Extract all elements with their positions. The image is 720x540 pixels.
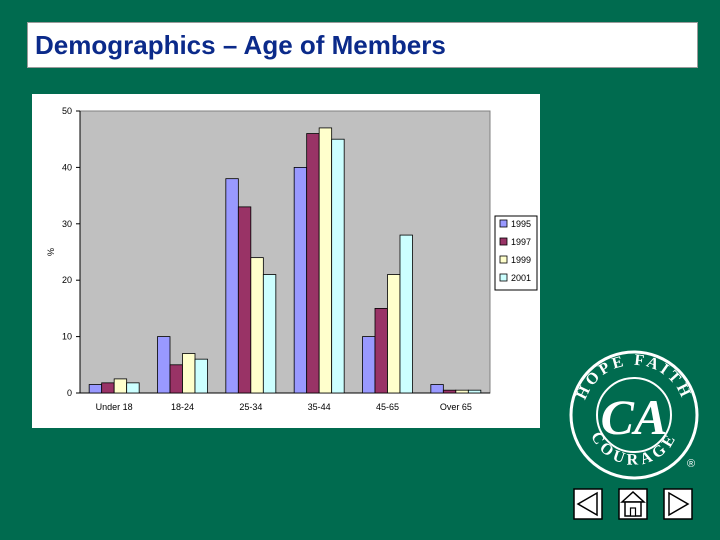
y-tick-label: 10 — [62, 332, 72, 342]
legend-label-1995: 1995 — [511, 219, 531, 229]
y-tick-label: 0 — [67, 388, 72, 398]
x-tick-label: 35-44 — [308, 402, 331, 412]
bar-chart: 0 10 20 30 40 50% Under 18 18-24 25-34 35-44 45-65… — [46, 106, 538, 412]
bar-1997-Under 18 — [101, 382, 115, 394]
bar-1999-18-24 — [182, 353, 196, 394]
y-tick-label: 30 — [62, 219, 72, 229]
legend-label-1997: 1997 — [511, 237, 531, 247]
bar-1995-Over 65 — [430, 384, 444, 394]
legend-swatch-1999 — [499, 255, 508, 264]
bar-1997-Over 65 — [442, 389, 457, 394]
x-tick-label: 18-24 — [171, 402, 194, 412]
title-box: Demographics – Age of Members — [27, 22, 698, 68]
x-tick-label: 45-65 — [376, 402, 399, 412]
home-icon — [618, 488, 648, 520]
bar-1997-18-24 — [169, 364, 183, 394]
triangle-left-icon — [573, 488, 603, 520]
bar-2001-25-34 — [262, 274, 277, 394]
back-button[interactable] — [573, 488, 603, 520]
x-tick-label: Under 18 — [96, 402, 133, 412]
bar-1999-35-44 — [318, 127, 333, 394]
legend-label-1999: 1999 — [511, 255, 531, 265]
bar-1995-Under 18 — [88, 384, 103, 394]
bar-2001-Under 18 — [126, 382, 140, 394]
legend-swatch-2001 — [499, 273, 508, 282]
bar-1995-25-34 — [225, 178, 239, 394]
bar-1999-25-34 — [250, 257, 264, 394]
forward-button[interactable] — [663, 488, 693, 520]
bar-1997-35-44 — [306, 133, 320, 394]
plot-area — [79, 110, 491, 394]
y-tick-label: 20 — [62, 275, 72, 285]
chart-panel: 0 10 20 30 40 50% Under 18 18-24 25-34 35-44 45-65… — [32, 94, 540, 428]
bar-2001-45-65 — [399, 234, 413, 394]
bar-1999-45-65 — [387, 274, 401, 394]
bar-1997-25-34 — [237, 206, 252, 394]
bar-1997-45-65 — [374, 307, 388, 394]
bar-1995-45-65 — [362, 336, 376, 394]
bar-2001-18-24 — [194, 358, 208, 394]
bar-1995-35-44 — [293, 167, 308, 394]
y-tick-label: 50 — [62, 106, 72, 116]
hope-faith-courage-logo: HOPE FAITH COURAGE CA ® — [569, 350, 699, 480]
logo-center: CA — [601, 389, 668, 445]
legend-label-2001: 2001 — [511, 273, 531, 283]
bar-1995-18-24 — [157, 336, 171, 394]
bar-1999-Under 18 — [113, 378, 128, 394]
home-button[interactable] — [618, 488, 648, 520]
triangle-right-icon — [663, 488, 693, 520]
bar-1999-Over 65 — [455, 389, 469, 394]
y-tick-label: 40 — [62, 162, 72, 172]
legend-swatch-1997 — [499, 237, 508, 246]
y-axis-label: % — [46, 248, 56, 256]
x-tick-label: 25-34 — [239, 402, 262, 412]
logo-registered-mark: ® — [687, 458, 695, 470]
slide-title: Demographics – Age of Members — [35, 30, 446, 60]
bar-2001-Over 65 — [467, 389, 482, 394]
x-tick-label: Over 65 — [440, 402, 472, 412]
bar-2001-35-44 — [331, 138, 345, 394]
legend-swatch-1995 — [499, 219, 508, 228]
